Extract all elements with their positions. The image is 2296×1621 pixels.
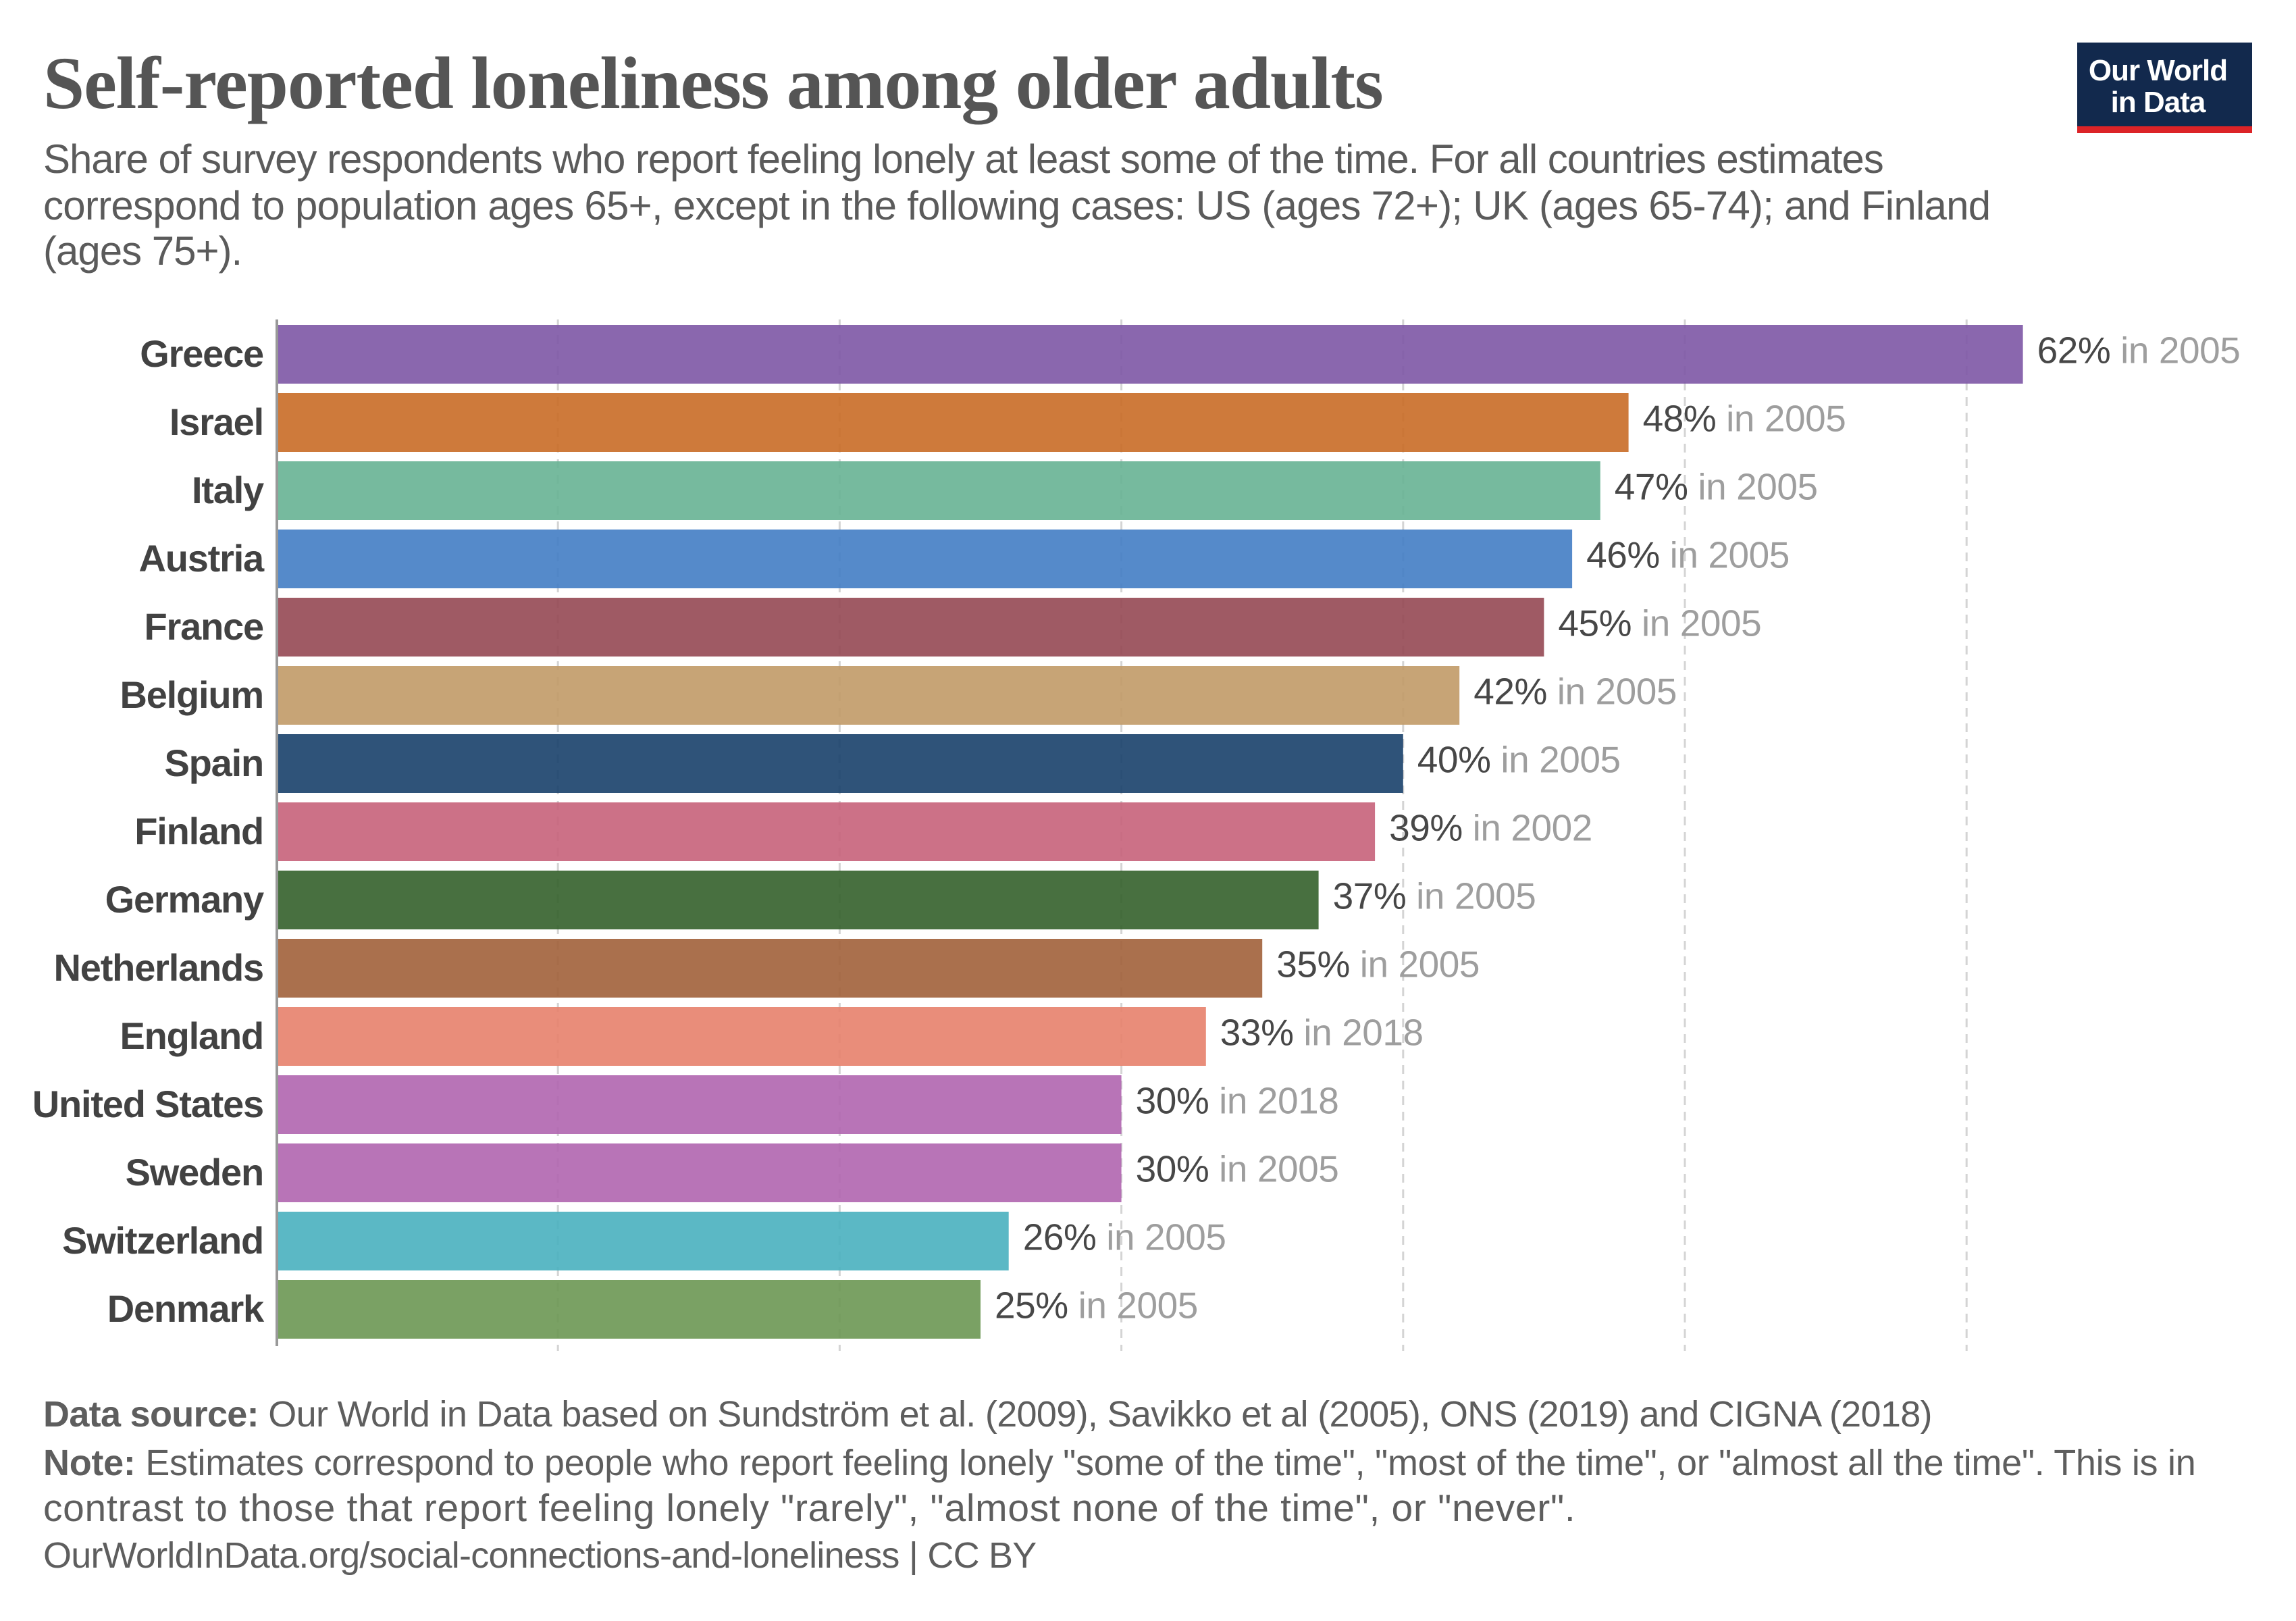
svg-text:Austria: Austria bbox=[138, 537, 265, 580]
svg-text:40% in 2005: 40% in 2005 bbox=[1417, 739, 1621, 781]
svg-text:Spain: Spain bbox=[165, 742, 263, 784]
svg-text:Switzerland: Switzerland bbox=[62, 1219, 263, 1262]
svg-text:Germany: Germany bbox=[105, 878, 264, 921]
svg-text:30% in 2018: 30% in 2018 bbox=[1136, 1080, 1339, 1122]
svg-text:35% in 2005: 35% in 2005 bbox=[1276, 944, 1480, 985]
svg-text:26% in 2005: 26% in 2005 bbox=[1023, 1216, 1226, 1258]
svg-text:47% in 2005: 47% in 2005 bbox=[1615, 466, 1818, 508]
svg-text:46% in 2005: 46% in 2005 bbox=[1586, 534, 1790, 576]
svg-text:England: England bbox=[120, 1014, 263, 1057]
svg-text:Belgium: Belgium bbox=[120, 673, 263, 716]
svg-text:45% in 2005: 45% in 2005 bbox=[1558, 602, 1761, 644]
svg-text:42% in 2005: 42% in 2005 bbox=[1473, 671, 1677, 713]
svg-text:62% in 2005: 62% in 2005 bbox=[2037, 330, 2241, 371]
svg-text:37% in 2005: 37% in 2005 bbox=[1333, 875, 1536, 917]
svg-text:Denmark: Denmark bbox=[107, 1287, 265, 1330]
svg-text:Israel: Israel bbox=[169, 401, 263, 443]
svg-text:Sweden: Sweden bbox=[126, 1151, 263, 1193]
svg-text:39% in 2002: 39% in 2002 bbox=[1389, 807, 1592, 849]
svg-text:25% in 2005: 25% in 2005 bbox=[995, 1285, 1198, 1327]
svg-text:Italy: Italy bbox=[192, 469, 264, 511]
svg-text:33% in 2018: 33% in 2018 bbox=[1220, 1012, 1424, 1054]
svg-text:30% in 2005: 30% in 2005 bbox=[1136, 1148, 1339, 1190]
svg-text:France: France bbox=[145, 605, 263, 648]
svg-text:Netherlands: Netherlands bbox=[54, 946, 263, 989]
svg-text:United States: United States bbox=[32, 1083, 263, 1125]
svg-text:Greece: Greece bbox=[140, 332, 263, 375]
svg-text:Finland: Finland bbox=[134, 810, 263, 852]
svg-text:48% in 2005: 48% in 2005 bbox=[1643, 398, 1846, 440]
